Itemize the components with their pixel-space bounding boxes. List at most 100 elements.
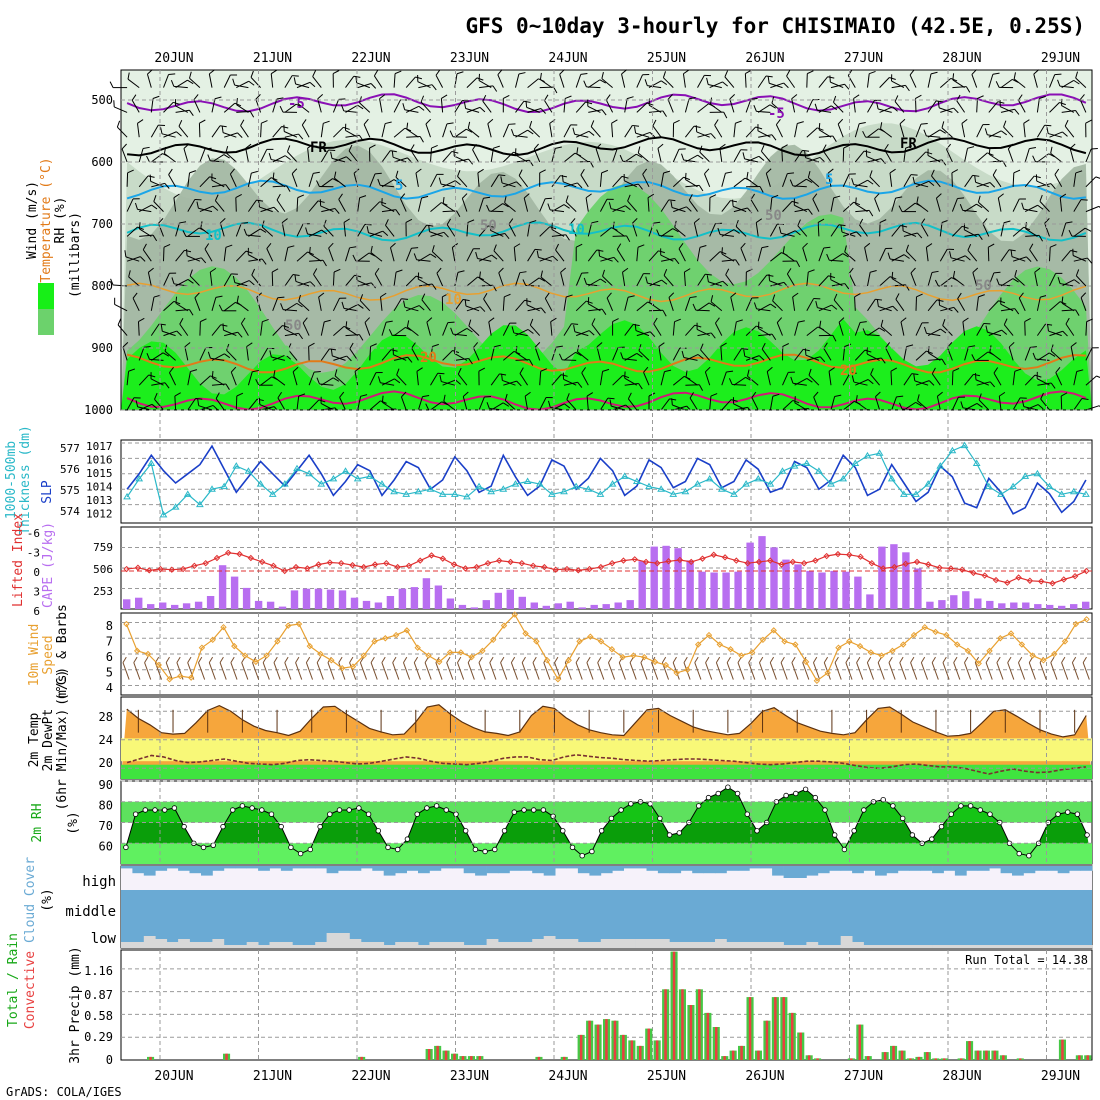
wind-barb-icon [813, 656, 821, 680]
wind-barb-icon [733, 376, 752, 386]
wind-barb-icon [248, 258, 267, 265]
barb-feather [758, 155, 765, 161]
pressure-tick-label: 600 [91, 155, 113, 169]
wind-barb-icon [357, 282, 376, 289]
barb-feather [669, 398, 677, 401]
wind-barb-icon [1073, 369, 1084, 386]
barb-feather [916, 196, 919, 204]
wind-barb-icon [321, 207, 340, 214]
barb-staff [758, 327, 771, 337]
wind-barb-icon [1000, 297, 1014, 312]
barb-staff [830, 283, 845, 287]
barb-feather [577, 381, 583, 388]
wind-barb-icon [126, 198, 140, 212]
barb-staff [532, 662, 540, 680]
barb-feather [316, 180, 320, 187]
wind-barb-icon [854, 321, 867, 336]
wind-barb-icon [703, 168, 711, 187]
barb-staff [917, 400, 929, 411]
triangle-marker-icon [839, 474, 848, 482]
barb-feather [570, 218, 576, 224]
barb-feather [802, 149, 810, 152]
wind-barb-icon [515, 159, 534, 167]
wind-barb-icon [393, 269, 403, 287]
barb-staff [721, 259, 736, 262]
wind-barb-icon [478, 656, 486, 680]
barb-staff [1073, 227, 1086, 237]
diamond-marker-icon [304, 565, 311, 572]
wind-barb-icon [338, 193, 346, 212]
barb-staff [1080, 297, 1087, 311]
barb-feather [305, 227, 308, 235]
barb-feather [534, 342, 541, 348]
wind-barb-icon [684, 296, 697, 311]
barb-feather [959, 203, 964, 211]
triangle-marker-icon [584, 485, 593, 492]
convective-precip-bar [748, 997, 752, 1060]
barb-feather [751, 391, 757, 398]
wind-barb-icon [903, 344, 914, 361]
cloud-high-bar [201, 866, 213, 876]
wind-barb-icon [888, 656, 896, 680]
barb-staff [772, 300, 783, 312]
cloud-low-bar [669, 942, 682, 948]
wind-barb-icon [845, 656, 853, 680]
barb-staff [622, 272, 626, 287]
barb-staff [320, 321, 325, 336]
barb-feather [533, 143, 539, 150]
wind-barb-icon [284, 322, 298, 337]
wind-barb-icon [410, 144, 419, 163]
wind-barb-icon [345, 75, 361, 88]
wind-barb-icon [1010, 249, 1026, 262]
thickness-ylabel: 1000-500mb Thickness (dm) [4, 425, 33, 535]
barb-staff [235, 223, 242, 237]
diamond-marker-icon [587, 633, 594, 640]
wind-barb-icon [885, 342, 893, 361]
barb-staff [540, 276, 553, 287]
wind-barb-icon [430, 343, 439, 361]
wind-barb-icon [199, 176, 217, 188]
wind-barb-icon [500, 176, 516, 188]
barb-feather [258, 397, 261, 405]
barb-feather [778, 226, 782, 234]
barb-feather [1057, 79, 1061, 87]
barb-staff [198, 662, 206, 680]
cloud-low-bar [280, 942, 293, 948]
barb-staff [212, 377, 225, 386]
barb-feather [862, 130, 867, 138]
barb-feather [346, 156, 352, 162]
barb-staff [624, 125, 633, 138]
cloud-high-bar [475, 866, 487, 876]
barb-staff [709, 396, 712, 411]
barb-staff [389, 247, 395, 262]
barb-feather [176, 330, 182, 337]
barb-feather [1010, 249, 1013, 257]
wind-barb-icon [657, 143, 664, 163]
barb-feather [502, 203, 509, 208]
wind-barb-icon [709, 280, 729, 287]
barb-feather [910, 656, 915, 663]
barb-feather [974, 373, 977, 380]
convective-precip-bar [765, 1020, 769, 1060]
barb-staff [327, 662, 335, 680]
wind-barb-icon [697, 245, 707, 262]
wind-barb-icon [309, 246, 322, 262]
barb-feather [1081, 398, 1089, 401]
barb-staff [186, 255, 201, 262]
barb-feather [1038, 235, 1044, 242]
barb-staff [964, 374, 974, 386]
barb-staff [756, 110, 771, 113]
barb-staff [1061, 279, 1075, 287]
barb-staff [694, 662, 702, 680]
barb-feather [941, 159, 947, 166]
barb-staff [616, 249, 626, 262]
wind-barb-icon [163, 131, 182, 138]
barb-feather [236, 392, 244, 397]
barb-staff [854, 150, 865, 163]
barb-staff [173, 85, 188, 89]
barb-staff [457, 176, 468, 188]
wind-barb-icon [745, 155, 765, 163]
cloud-high-bar [452, 866, 465, 869]
barb-staff [370, 252, 383, 262]
barb-feather [392, 347, 394, 355]
